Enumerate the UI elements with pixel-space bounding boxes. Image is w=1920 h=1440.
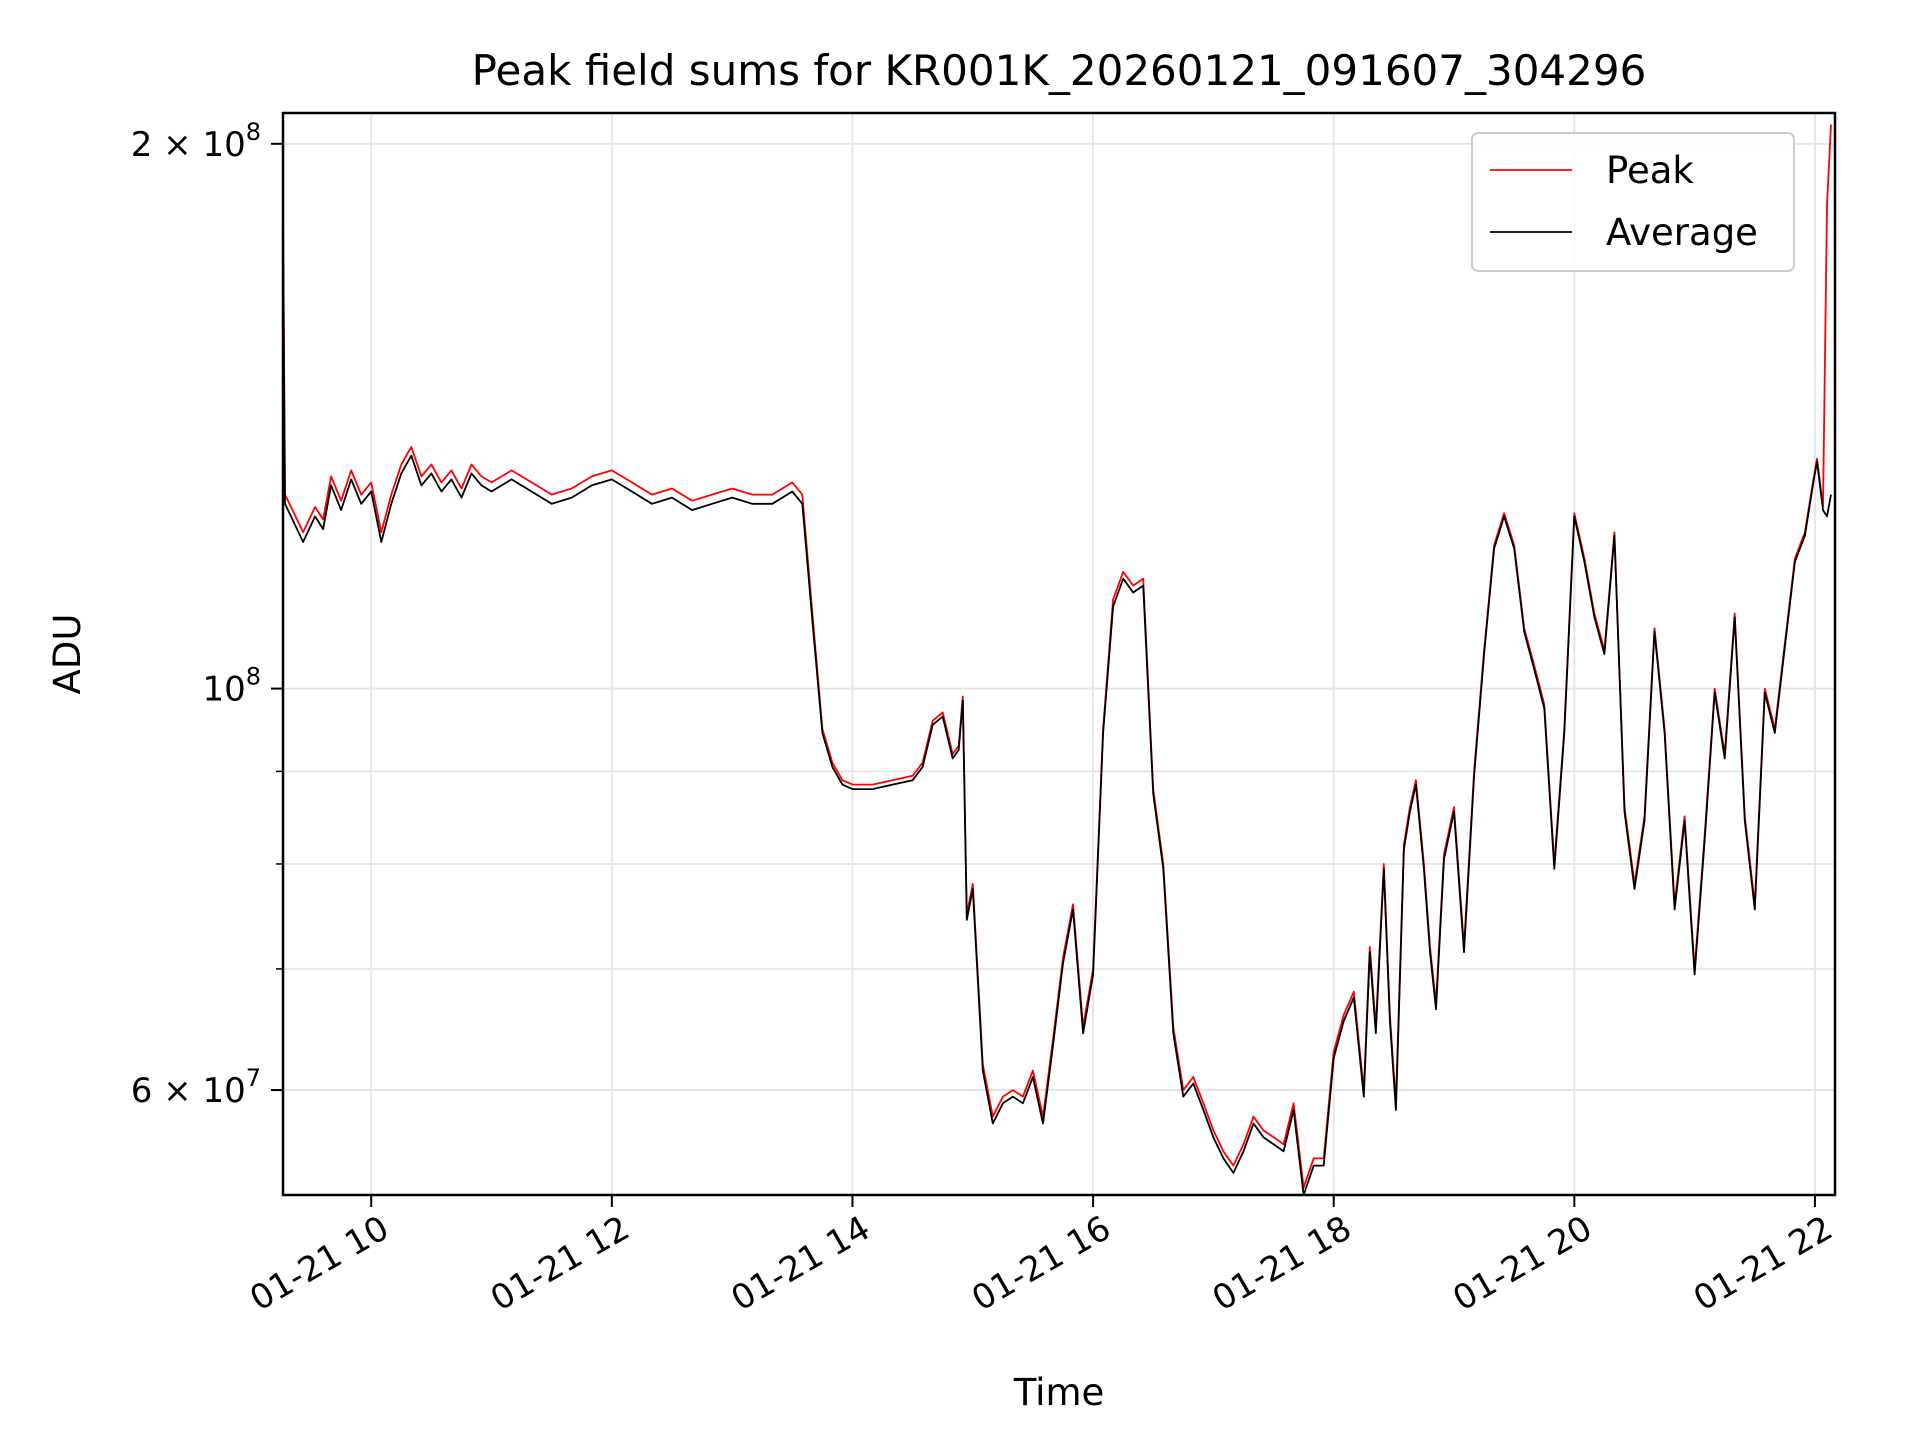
y-tick-exponent: 7 [246,1064,261,1092]
y-tick-exponent: 8 [246,118,261,146]
legend-box [1471,132,1795,272]
plot-frame [281,111,1837,1197]
legend-label: Average [1606,211,1758,254]
legend: Peak Average [1471,132,1795,272]
y-tick-label: 6 × 107 [131,1064,261,1111]
y-tick-base: 6 × 10 [131,1071,246,1111]
x-axis-label: Time [1013,1371,1105,1414]
y-tick-base: 10 [202,670,245,710]
y-tick-base: 2 × 10 [131,125,246,165]
series-layer [283,124,1832,1195]
y-tick-exponent: 8 [246,663,261,691]
series-line-average [283,226,1832,1195]
y-tick-label: 108 [202,663,261,710]
chart-title: Peak field sums for KR001K_20260121_0916… [472,46,1647,95]
y-axis-label: ADU [46,614,89,695]
legend-label: Peak [1606,149,1694,192]
y-tick-label: 2 × 108 [131,118,261,165]
